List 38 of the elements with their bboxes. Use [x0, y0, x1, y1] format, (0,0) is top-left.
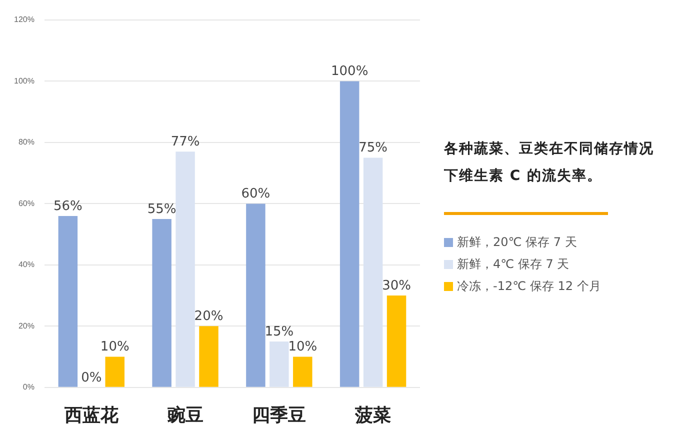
x-tick-label: 豌豆 [166, 404, 204, 426]
x-tick-label: 四季豆 [252, 404, 306, 426]
y-tick-label: 40% [18, 260, 34, 270]
bar [386, 296, 406, 387]
bar [58, 216, 78, 387]
data-label: 100% [331, 64, 368, 80]
bar [152, 219, 172, 387]
data-label: 77% [170, 134, 200, 150]
data-label: 30% [382, 278, 411, 294]
legend-label: 冷冻，-12℃ 保存 12 个月 [457, 278, 601, 294]
legend-label: 新鲜，20℃ 保存 7 天 [457, 234, 577, 250]
bar [105, 356, 124, 387]
data-label: 10% [100, 340, 130, 355]
bar [199, 326, 218, 387]
bar [270, 341, 289, 387]
x-tick-label: 菠菜 [354, 404, 392, 426]
bar [293, 356, 312, 387]
data-label: 60% [241, 186, 270, 202]
data-label: 55% [147, 202, 176, 217]
y-tick-label: 60% [18, 198, 34, 208]
y-tick-label: 120% [14, 15, 34, 24]
bar [363, 158, 383, 387]
bar [176, 152, 195, 387]
data-label: 0% [81, 370, 102, 386]
data-label: 15% [264, 324, 294, 340]
y-tick-label: 20% [18, 321, 34, 330]
x-tick-label: 西蓝花 [63, 404, 120, 426]
data-label: 75% [358, 140, 388, 156]
legend-label: 新鲜，4℃ 保存 7 天 [457, 256, 570, 272]
y-tick-label: 0% [22, 382, 34, 392]
bar [246, 204, 266, 387]
y-tick-label: 100% [14, 76, 34, 86]
bar [340, 81, 360, 387]
data-label: 20% [194, 309, 224, 324]
data-label: 10% [288, 340, 318, 355]
y-tick-label: 80% [18, 138, 34, 147]
text: 各种蔬菜、豆类在不同储存情况下维生素 C 的流失率。 [444, 140, 655, 186]
data-label: 56% [53, 198, 82, 214]
